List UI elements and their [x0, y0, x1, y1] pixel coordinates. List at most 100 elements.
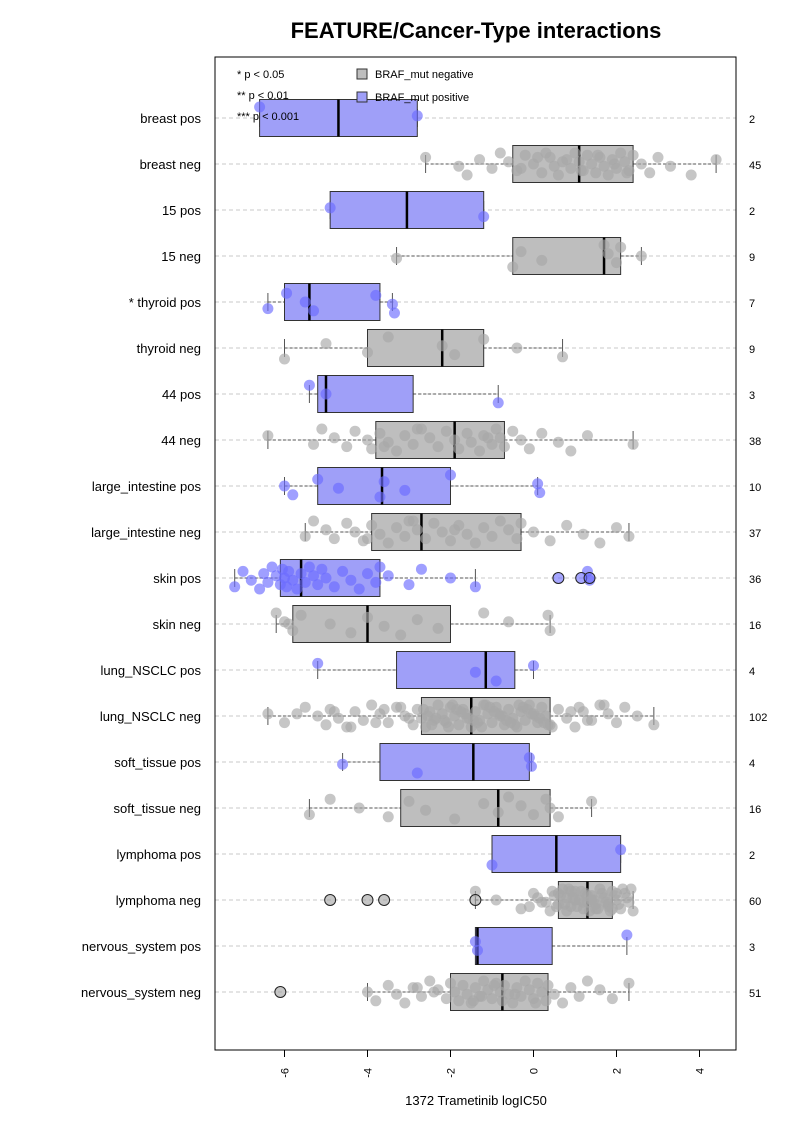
data-point	[399, 530, 411, 542]
x-tick-label: 0	[529, 1068, 541, 1074]
data-point	[345, 574, 357, 586]
data-point	[461, 169, 473, 181]
data-point	[523, 901, 535, 913]
data-point	[308, 515, 320, 527]
data-point	[540, 147, 552, 159]
category-label: thyroid neg	[137, 341, 201, 356]
sample-count: 4	[749, 666, 755, 678]
category-label: lung_NSCLC neg	[100, 709, 201, 724]
data-point	[540, 793, 552, 805]
data-point	[362, 611, 373, 623]
data-point	[424, 432, 436, 444]
data-point	[552, 811, 564, 823]
data-point	[552, 436, 564, 448]
category-label: breast pos	[140, 111, 201, 126]
data-point	[411, 982, 423, 994]
data-point	[295, 609, 307, 621]
data-point	[619, 701, 631, 713]
data-point	[370, 289, 382, 301]
data-point	[445, 977, 456, 989]
data-point	[320, 388, 332, 400]
data-point	[498, 979, 510, 991]
data-point	[515, 517, 527, 529]
data-point	[283, 565, 295, 577]
data-point	[445, 469, 456, 481]
category-label: large_intestine pos	[92, 479, 202, 494]
data-point	[530, 997, 542, 1009]
data-point	[478, 607, 490, 619]
data-point	[324, 618, 336, 630]
category-label: soft_tissue neg	[114, 801, 201, 816]
data-point	[337, 758, 349, 770]
data-point	[411, 423, 423, 435]
data-point	[291, 708, 303, 720]
data-point	[507, 261, 519, 273]
data-point	[476, 990, 488, 1002]
data-point	[299, 576, 311, 588]
data-point	[552, 169, 564, 181]
data-point	[283, 618, 295, 630]
data-point	[312, 710, 324, 722]
data-point	[270, 607, 282, 619]
data-point	[635, 158, 647, 170]
data-point	[403, 579, 415, 591]
data-point	[328, 533, 340, 545]
data-point	[581, 149, 593, 161]
data-point	[536, 167, 548, 179]
data-point	[503, 616, 515, 628]
data-point	[611, 717, 622, 729]
data-point	[486, 993, 498, 1005]
data-point	[515, 434, 527, 446]
x-axis: -6 -4 -2 0 2 4	[280, 1049, 707, 1078]
data-point	[594, 537, 606, 549]
data-point	[625, 883, 637, 895]
outlier-point	[378, 894, 391, 906]
outlier-point	[552, 572, 565, 584]
data-point	[664, 160, 676, 172]
data-point	[332, 482, 344, 494]
data-point	[382, 979, 394, 991]
data-point	[378, 441, 390, 453]
data-point	[544, 802, 556, 814]
data-point	[538, 717, 550, 729]
outlier-point	[469, 894, 482, 906]
data-point	[575, 165, 587, 177]
data-point	[308, 570, 320, 582]
box-iqr	[284, 283, 381, 321]
data-point	[478, 211, 490, 223]
data-point	[532, 151, 544, 163]
data-point	[644, 167, 656, 179]
data-point	[312, 473, 324, 485]
data-point	[652, 151, 664, 163]
data-point	[449, 349, 461, 361]
sample-count: 10	[749, 482, 761, 494]
data-point	[598, 239, 610, 251]
data-point	[382, 811, 394, 823]
data-point	[542, 609, 554, 621]
data-point	[299, 530, 311, 542]
data-point	[411, 614, 423, 626]
x-tick-label: -6	[280, 1068, 292, 1078]
data-point	[349, 706, 361, 718]
data-point	[550, 901, 562, 913]
data-point	[490, 423, 502, 435]
data-point	[528, 809, 539, 821]
data-point	[478, 333, 490, 345]
data-point	[328, 432, 340, 444]
data-point	[426, 719, 438, 731]
data-point	[544, 535, 556, 547]
data-point	[281, 287, 293, 299]
data-point	[635, 250, 647, 262]
data-point	[420, 533, 432, 545]
data-point	[391, 522, 403, 534]
data-point	[411, 110, 423, 122]
data-point	[366, 519, 378, 531]
data-point	[445, 535, 456, 547]
category-labels: breast pos breast neg 15 pos 15 neg * thyroi…	[81, 111, 201, 1000]
data-point	[569, 721, 581, 733]
data-point	[536, 254, 548, 266]
data-point	[577, 528, 589, 540]
data-point	[254, 583, 266, 595]
category-label: lung_NSCLC pos	[101, 663, 202, 678]
data-point	[606, 903, 618, 915]
